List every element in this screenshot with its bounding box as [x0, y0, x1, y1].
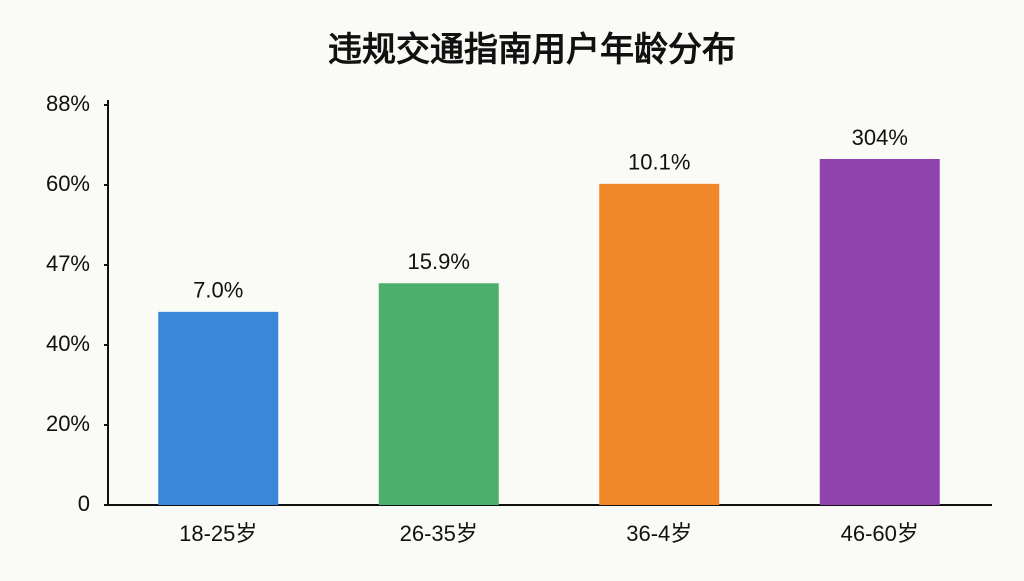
bar-annotation: 10.1%	[628, 150, 690, 175]
x-tick-label: 26-35岁	[400, 521, 478, 546]
y-tick-label: 47%	[46, 251, 90, 276]
bar-annotation: 15.9%	[408, 249, 470, 274]
y-tick-label: 20%	[46, 411, 90, 436]
x-tick-label: 36-4岁	[626, 521, 692, 546]
y-tick-label: 40%	[46, 331, 90, 356]
bar	[819, 159, 940, 505]
bar-annotation: 304%	[852, 125, 908, 150]
x-tick-label: 46-60岁	[841, 521, 919, 546]
bar	[158, 311, 279, 505]
bar-annotation: 7.0%	[193, 278, 243, 303]
x-tick-label: 18-25岁	[179, 521, 257, 546]
bar	[378, 283, 499, 505]
y-tick-label: 60%	[46, 171, 90, 196]
y-tick-label: 88%	[46, 91, 90, 116]
y-tick-label: 0	[78, 491, 90, 516]
bar	[599, 183, 720, 505]
chart-title: 违规交通指南用户年龄分布	[328, 30, 736, 69]
